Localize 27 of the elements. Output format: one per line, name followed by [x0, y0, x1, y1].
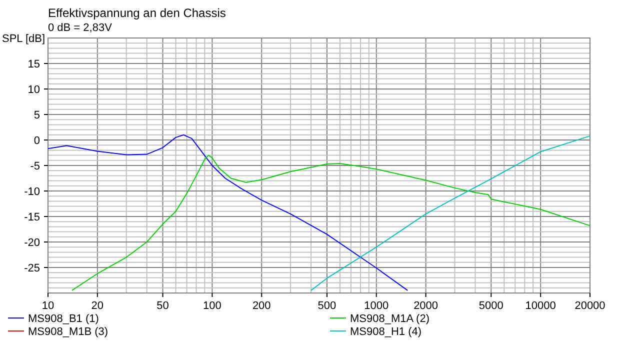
- y-tick-label: -10: [24, 186, 40, 198]
- x-tick-label: 10: [42, 300, 54, 312]
- legend-label: MS908_M1B (3): [28, 326, 108, 338]
- y-tick-label: 0: [34, 135, 40, 147]
- y-axis-title: SPL [dB]: [2, 33, 46, 45]
- y-tick-label: 10: [28, 84, 40, 96]
- legend-label: MS908_H1 (4): [350, 326, 422, 338]
- x-tick-label: 200: [252, 300, 271, 312]
- x-tick-label: 5000: [478, 300, 504, 312]
- x-tick-label: 500: [318, 300, 336, 312]
- y-tick-label: -25: [24, 262, 40, 274]
- y-tick-label: -20: [24, 237, 40, 249]
- x-tick-label: 100: [203, 300, 222, 312]
- legend-label: MS908_M1A (2): [350, 313, 430, 325]
- chart-title: Effektivspannung an den Chassis: [48, 6, 226, 20]
- y-tick-label: 5: [34, 110, 40, 122]
- legend-label: MS908_B1 (1): [28, 313, 99, 325]
- chart-subtitle: 0 dB = 2,83V: [48, 22, 113, 34]
- x-tick-label: 20: [91, 300, 104, 312]
- x-tick-label: 2000: [414, 300, 438, 312]
- y-tick-label: 15: [28, 58, 40, 70]
- x-tick-label: 1000: [364, 300, 389, 312]
- y-tick-label: -15: [24, 212, 40, 224]
- x-tick-label: 20000: [574, 300, 606, 312]
- y-tick-label: -5: [30, 160, 40, 172]
- x-tick-label: 50: [156, 300, 169, 312]
- x-tick-label: 10000: [525, 300, 556, 312]
